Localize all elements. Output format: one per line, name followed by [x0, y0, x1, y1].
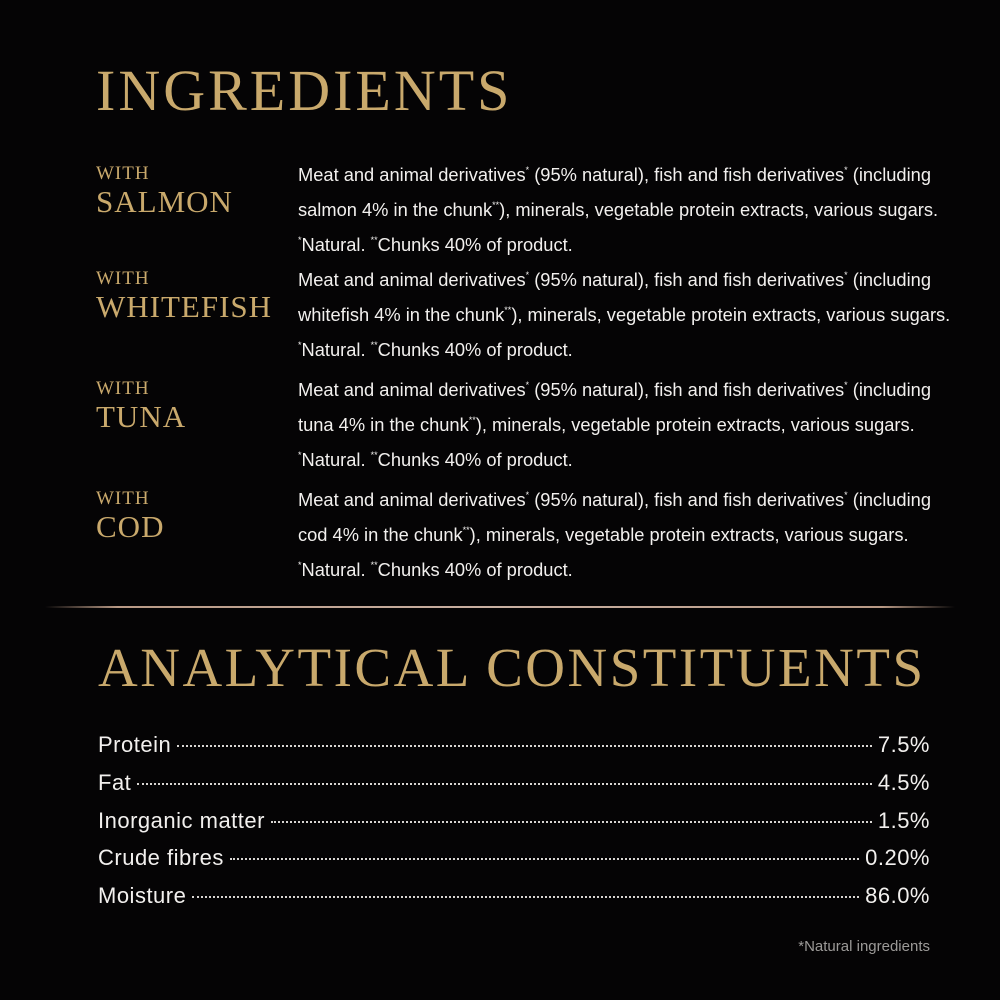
- variant-with: WITH: [96, 163, 150, 184]
- analytical-constituents-title: ANALYTICAL CONSTITUENTS: [98, 637, 926, 698]
- ingredient-description: Meat and animal derivatives* (95% natura…: [298, 260, 958, 365]
- dot-leader: [177, 745, 872, 747]
- dot-leader: [270, 820, 872, 823]
- variant-fish: COD: [96, 509, 165, 544]
- description-text: Natural.: [301, 339, 371, 360]
- ingredients-title: INGREDIENTS: [96, 58, 513, 123]
- variant-with: WITH: [96, 378, 150, 399]
- constituent-row: Fat 4.5%: [98, 770, 930, 796]
- description-text: (95% natural), fish and fish derivatives: [529, 379, 845, 400]
- footnote-marker: **: [370, 560, 378, 570]
- description-text: (95% natural), fish and fish derivatives: [529, 164, 845, 185]
- footnote: *Natural ingredients: [798, 938, 930, 955]
- variant-name: WITH SALMON: [96, 163, 233, 219]
- footnote-marker: **: [370, 235, 378, 245]
- constituent-value: 0.20%: [865, 845, 930, 871]
- footnote-marker: *: [844, 490, 848, 500]
- section-divider: [45, 606, 955, 608]
- description-text: (95% natural), fish and fish derivatives: [529, 489, 845, 510]
- dot-leader: [137, 782, 872, 785]
- description-text: (including tuna 4% in the chunk: [298, 379, 931, 435]
- description-text: Natural.: [301, 449, 371, 470]
- variant-with: WITH: [96, 268, 150, 289]
- description-text: (including cod 4% in the chunk: [298, 489, 931, 545]
- footnote-marker: **: [468, 415, 476, 425]
- footnote-marker: **: [370, 340, 378, 350]
- footnote-marker: *: [298, 560, 302, 570]
- description-text: Chunks 40% of product.: [377, 339, 573, 360]
- description-text: Natural.: [301, 234, 371, 255]
- variant-fish: TUNA: [96, 399, 187, 434]
- description-text: Chunks 40% of product.: [377, 449, 573, 470]
- description-text: (including whitefish 4% in the chunk: [298, 269, 931, 325]
- footnote-marker: *: [525, 270, 530, 280]
- footnote-marker: *: [844, 165, 848, 175]
- ingredient-description: Meat and animal derivatives* (95% natura…: [298, 480, 958, 585]
- footnote-marker: *: [844, 270, 848, 280]
- description-text: Meat and animal derivatives: [298, 164, 526, 185]
- constituent-value: 1.5%: [877, 807, 930, 833]
- ingredient-description: Meat and animal derivatives* (95% natura…: [298, 370, 958, 475]
- description-text: Natural.: [301, 559, 371, 580]
- constituent-label: Protein: [98, 732, 172, 757]
- dot-leader: [192, 896, 860, 899]
- variant-fish: WHITEFISH: [96, 289, 273, 324]
- description-text: (95% natural), fish and fish derivatives: [529, 269, 845, 290]
- description-text: Chunks 40% of product.: [377, 234, 573, 255]
- variant-name: WITH WHITEFISH: [96, 268, 272, 324]
- footnote-marker: *: [298, 340, 302, 350]
- footnote-marker: *: [844, 380, 848, 390]
- constituent-label: Moisture: [98, 883, 187, 909]
- variant-name: WITH TUNA: [96, 378, 186, 434]
- constituent-row: Inorganic matter 1.5%: [98, 808, 930, 834]
- description-text: Meat and animal derivatives: [298, 489, 526, 510]
- footnote-marker: *: [525, 490, 530, 500]
- footnote-marker: *: [525, 165, 530, 175]
- dot-leader: [229, 858, 860, 861]
- constituent-row: Moisture 86.0%: [98, 883, 930, 909]
- description-text: (including salmon 4% in the chunk: [298, 164, 931, 220]
- description-text: Meat and animal derivatives: [298, 379, 526, 400]
- constituent-label: Crude fibres: [98, 845, 224, 871]
- constituent-value: 4.5%: [877, 769, 930, 795]
- description-text: ), minerals, vegetable protein extracts,…: [499, 199, 939, 220]
- footnote-marker: *: [525, 380, 530, 390]
- description-text: ), minerals, vegetable protein extracts,…: [475, 414, 915, 435]
- variant-fish: SALMON: [96, 184, 233, 219]
- footnote-marker: *: [298, 235, 302, 245]
- variant-name: WITH COD: [96, 488, 164, 544]
- description-text: Chunks 40% of product.: [377, 559, 573, 580]
- description-text: Meat and animal derivatives: [298, 269, 526, 290]
- footnote-marker: **: [462, 525, 470, 535]
- description-text: ), minerals, vegetable protein extracts,…: [511, 304, 951, 325]
- constituent-label: Inorganic matter: [98, 807, 265, 833]
- description-text: ), minerals, vegetable protein extracts,…: [469, 524, 909, 545]
- footnote-marker: **: [504, 305, 512, 315]
- footnote-marker: **: [492, 200, 500, 210]
- constituent-label: Fat: [98, 769, 132, 795]
- ingredient-description: Meat and animal derivatives* (95% natura…: [298, 155, 958, 260]
- constituent-row: Crude fibres 0.20%: [98, 845, 930, 871]
- variant-with: WITH: [96, 488, 150, 509]
- footnote-marker: *: [298, 450, 302, 460]
- constituent-value: 86.0%: [865, 883, 930, 909]
- constituent-row: Protein 7.5%: [98, 732, 930, 758]
- footnote-marker: **: [370, 450, 378, 460]
- constituent-value: 7.5%: [877, 732, 930, 757]
